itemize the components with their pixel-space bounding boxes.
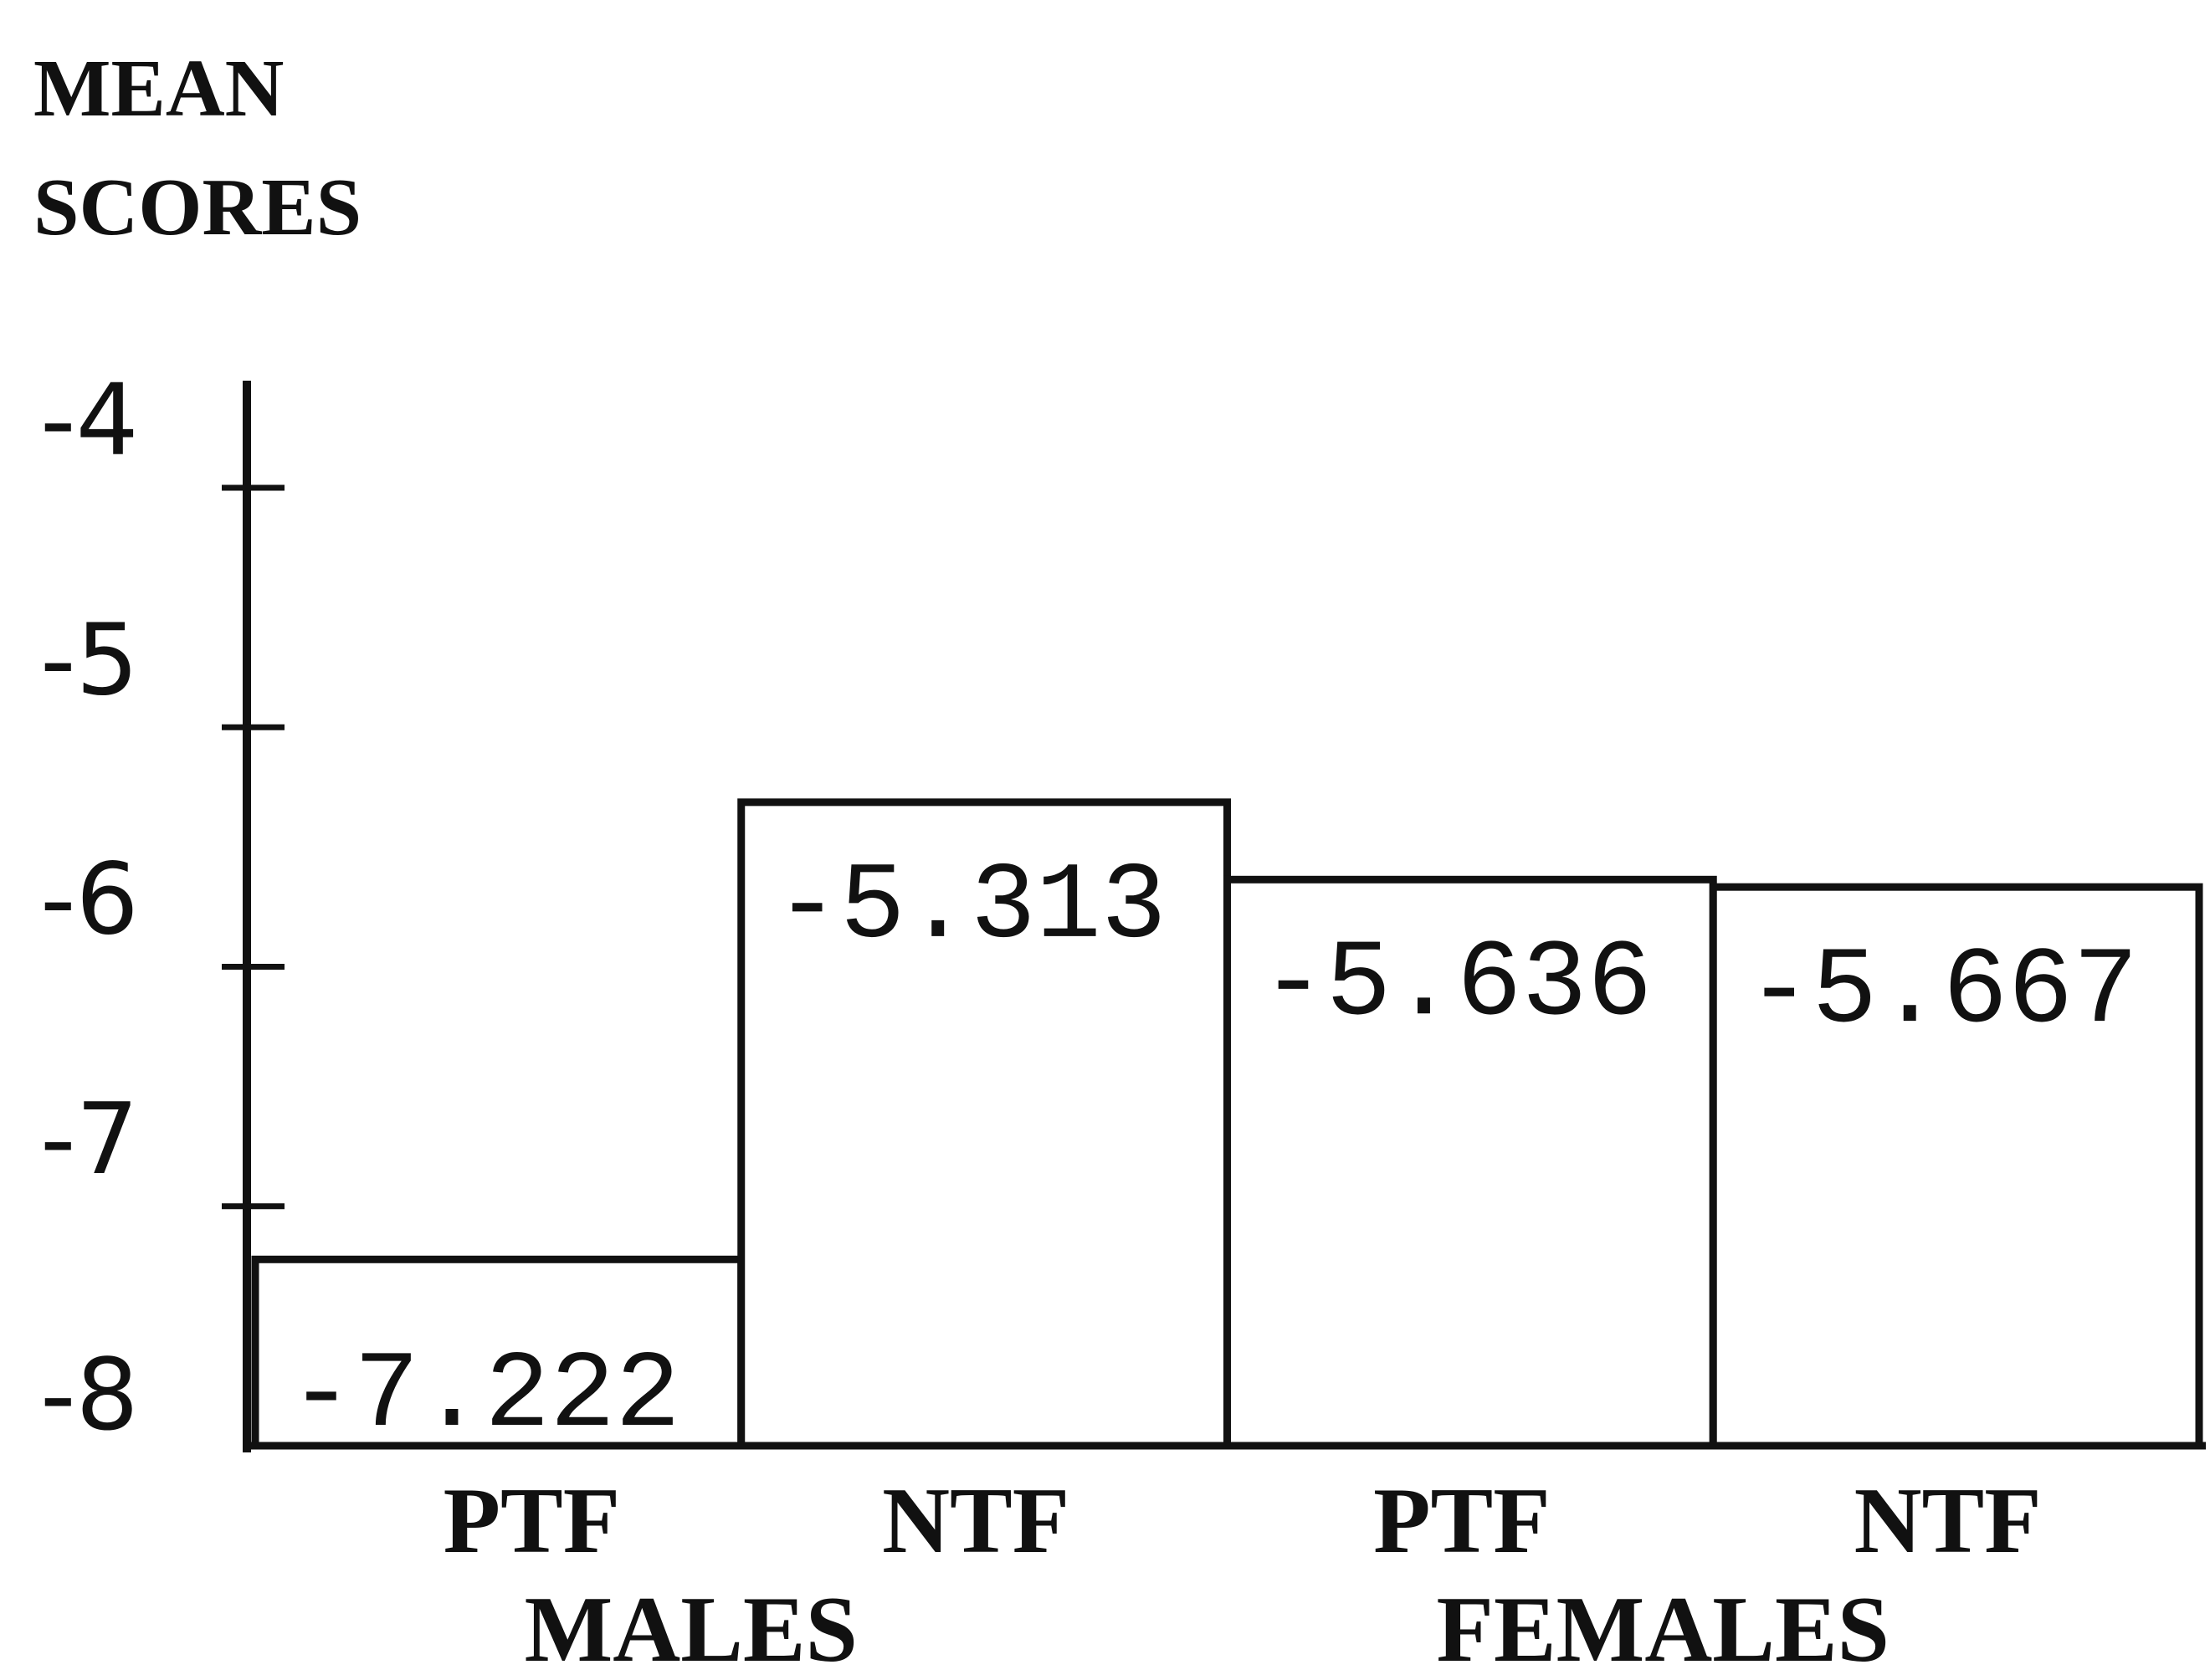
bar-1 — [251, 1255, 746, 1450]
group-label-1: MALES — [525, 1578, 858, 1680]
x-tick-label-1: PTF — [444, 1469, 621, 1573]
bar-3 — [1223, 875, 1717, 1450]
bar-4 — [1709, 883, 2203, 1450]
x-tick-label-4: NTF — [1854, 1469, 2042, 1573]
bars — [251, 798, 2203, 1450]
group-labels: MALES FEMALES — [525, 1578, 1890, 1680]
y-tick-labels: -4 -5 -6 -7 -8 — [40, 362, 139, 1452]
group-label-2: FEMALES — [1437, 1578, 1890, 1680]
bar-2 — [737, 798, 1231, 1450]
y-tick-label-3: -6 — [40, 842, 139, 957]
value-label-1: -7.222 — [289, 1335, 680, 1458]
y-axis-title-line-2: SCORES — [33, 162, 361, 253]
y-axis-title: MEAN SCORES — [33, 44, 361, 253]
y-tick-label-2: -5 — [40, 602, 139, 717]
value-labels: -7.222 -5.313 -5.636 -5.667 — [289, 847, 2138, 1458]
value-label-3: -5.636 — [1261, 924, 1653, 1047]
y-tick-label-4: -7 — [40, 1081, 139, 1196]
y-axis-title-line-1: MEAN — [33, 44, 284, 134]
axes — [222, 381, 2206, 1452]
x-tick-label-2: NTF — [882, 1469, 1069, 1573]
value-label-2: -5.313 — [775, 847, 1167, 970]
x-tick-label-3: PTF — [1373, 1469, 1551, 1573]
y-tick-label-5: -8 — [40, 1337, 139, 1452]
value-label-4: -5.667 — [1746, 931, 2138, 1054]
x-tick-labels: PTF NTF PTF NTF — [444, 1469, 2042, 1573]
y-tick-label-1: -4 — [40, 362, 139, 478]
